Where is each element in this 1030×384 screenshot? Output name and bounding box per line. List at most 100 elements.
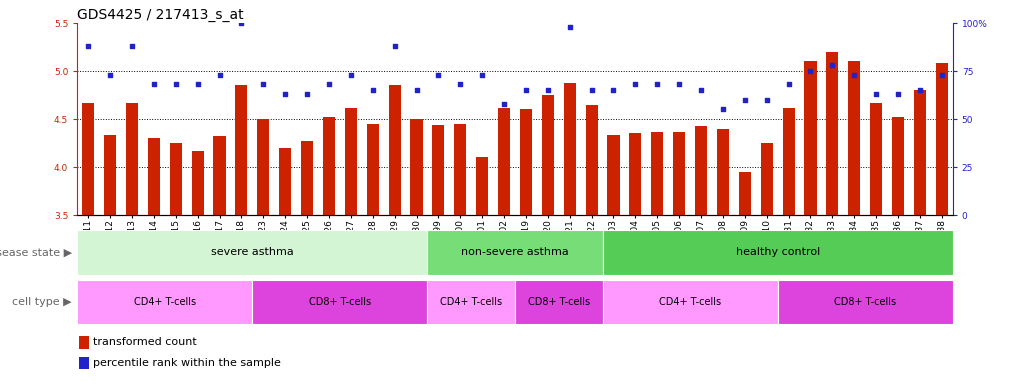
Point: [495, 101, 512, 107]
Bar: [520, 109, 531, 215]
Bar: [739, 172, 751, 215]
Text: CD4+ T-cells: CD4+ T-cells: [134, 297, 196, 308]
Bar: [213, 136, 226, 215]
Point: [408, 87, 424, 93]
Point: [540, 87, 556, 93]
Bar: [82, 103, 94, 215]
Point: [583, 87, 599, 93]
Point: [671, 81, 687, 88]
Bar: [258, 119, 269, 215]
Point: [802, 68, 819, 74]
Text: GDS4425 / 217413_s_at: GDS4425 / 217413_s_at: [77, 8, 244, 22]
Bar: [651, 131, 663, 215]
Bar: [427, 230, 603, 275]
Bar: [77, 230, 427, 275]
Text: transformed count: transformed count: [94, 337, 197, 347]
Point: [933, 72, 950, 78]
Point: [365, 87, 381, 93]
Bar: [717, 129, 729, 215]
Bar: [778, 280, 953, 324]
Text: cell type ▶: cell type ▶: [12, 297, 72, 308]
Point: [868, 91, 885, 97]
Bar: [674, 132, 685, 215]
Point: [758, 97, 775, 103]
Bar: [849, 61, 860, 215]
Bar: [126, 103, 138, 215]
Point: [386, 43, 403, 49]
Bar: [345, 108, 356, 215]
Bar: [104, 136, 116, 215]
Point: [255, 81, 272, 88]
Point: [649, 81, 665, 88]
Point: [277, 91, 294, 97]
Point: [211, 72, 228, 78]
Text: CD8+ T-cells: CD8+ T-cells: [527, 297, 590, 308]
Bar: [454, 124, 467, 215]
Bar: [499, 108, 510, 215]
Bar: [603, 280, 778, 324]
Point: [715, 106, 731, 113]
Bar: [388, 86, 401, 215]
Bar: [433, 125, 444, 215]
Point: [912, 87, 928, 93]
Text: healthy control: healthy control: [735, 247, 820, 258]
Bar: [79, 336, 89, 349]
Bar: [586, 104, 597, 215]
Text: non-severe asthma: non-severe asthma: [461, 247, 569, 258]
Bar: [323, 117, 335, 215]
Bar: [608, 136, 619, 215]
Bar: [804, 61, 817, 215]
Point: [233, 20, 249, 26]
Point: [736, 97, 753, 103]
Point: [474, 72, 490, 78]
Point: [890, 91, 906, 97]
Text: severe asthma: severe asthma: [211, 247, 294, 258]
Bar: [411, 119, 422, 215]
Point: [518, 87, 535, 93]
Bar: [515, 280, 603, 324]
Point: [824, 62, 840, 68]
Text: CD4+ T-cells: CD4+ T-cells: [659, 297, 721, 308]
Text: CD8+ T-cells: CD8+ T-cells: [309, 297, 371, 308]
Point: [190, 81, 206, 88]
Point: [124, 43, 140, 49]
Point: [781, 81, 797, 88]
Bar: [870, 103, 882, 215]
Bar: [301, 141, 313, 215]
Point: [80, 43, 97, 49]
Text: disease state ▶: disease state ▶: [0, 247, 72, 258]
Bar: [936, 63, 948, 215]
Point: [452, 81, 469, 88]
Bar: [563, 83, 576, 215]
Bar: [542, 95, 554, 215]
Point: [606, 87, 622, 93]
Point: [693, 87, 710, 93]
Bar: [761, 143, 772, 215]
Bar: [148, 138, 160, 215]
Bar: [77, 280, 252, 324]
Bar: [79, 356, 89, 369]
Bar: [695, 126, 707, 215]
Text: CD8+ T-cells: CD8+ T-cells: [834, 297, 896, 308]
Bar: [236, 86, 247, 215]
Bar: [192, 151, 204, 215]
Bar: [170, 143, 181, 215]
Point: [102, 72, 118, 78]
Bar: [914, 90, 926, 215]
Point: [299, 91, 315, 97]
Bar: [252, 280, 427, 324]
Point: [320, 81, 337, 88]
Bar: [603, 230, 953, 275]
Point: [627, 81, 644, 88]
Point: [846, 72, 862, 78]
Point: [431, 72, 447, 78]
Point: [343, 72, 359, 78]
Bar: [826, 52, 838, 215]
Text: CD4+ T-cells: CD4+ T-cells: [440, 297, 503, 308]
Bar: [279, 148, 291, 215]
Bar: [367, 124, 379, 215]
Point: [561, 24, 578, 30]
Bar: [476, 157, 488, 215]
Bar: [629, 134, 642, 215]
Bar: [427, 280, 515, 324]
